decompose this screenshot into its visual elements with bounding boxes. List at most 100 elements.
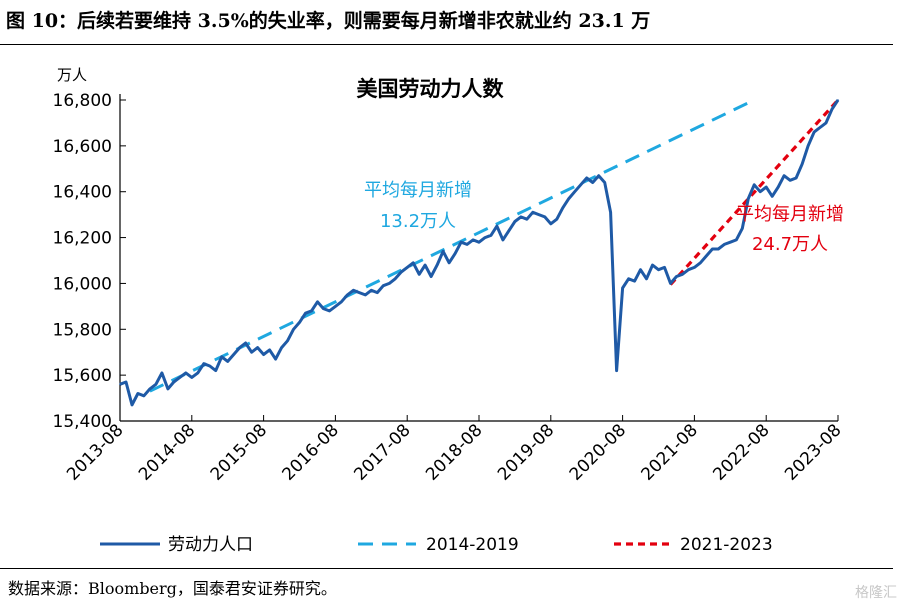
data-point: [825, 122, 827, 124]
data-point: [609, 211, 612, 214]
data-point: [197, 372, 199, 374]
data-point: [568, 197, 570, 200]
data-point: [741, 227, 744, 230]
data-point: [801, 163, 803, 165]
data-point: [424, 264, 426, 266]
series-line-labor-force: [119, 99, 840, 407]
data-point: [448, 262, 450, 264]
data-point: [699, 262, 702, 264]
data-point: [502, 239, 504, 241]
y-tick-label: 15,400: [53, 412, 112, 432]
data-point: [819, 126, 821, 129]
data-point: [771, 195, 773, 198]
series-line-2014-2019: [149, 98, 755, 393]
data-point: [603, 181, 606, 184]
data-point: [394, 278, 397, 280]
data-point: [627, 278, 630, 280]
figure-title: 图 10：后续若要维持 3.5%的失业率，则需要每月新增非农就业约 23.1 万: [6, 10, 651, 32]
chart-title: 美国劳动力人数: [357, 77, 505, 101]
data-point: [831, 108, 833, 110]
annotation-label: 24.7万人: [752, 234, 828, 255]
data-point: [352, 289, 355, 292]
data-point: [663, 266, 666, 269]
data-point: [328, 310, 331, 312]
data-point: [316, 301, 319, 303]
data-point: [639, 268, 642, 271]
data-point: [298, 321, 301, 324]
y-tick-label: 16,000: [53, 274, 112, 294]
data-point: [591, 181, 594, 184]
top-rule: [0, 44, 893, 45]
data-point: [615, 369, 618, 372]
x-tick-label: 2017-08: [350, 420, 414, 484]
data-point: [562, 207, 564, 209]
legend-label: 2014-2019: [426, 535, 519, 555]
data-point: [753, 184, 755, 186]
legend-label: 劳动力人口: [168, 535, 253, 555]
data-point: [729, 241, 732, 243]
data-point: [735, 239, 738, 241]
data-point: [304, 312, 307, 315]
data-point: [795, 177, 797, 179]
data-point: [777, 186, 779, 188]
data-point: [125, 381, 127, 383]
y-tick-label: 15,600: [53, 366, 112, 386]
x-tick-label: 2022-08: [709, 420, 773, 484]
annotation-label: 13.2万人: [380, 211, 456, 232]
data-point: [191, 376, 193, 379]
data-point: [472, 239, 474, 241]
data-point: [723, 243, 726, 246]
data-point: [418, 273, 421, 276]
data-point: [765, 186, 767, 188]
data-point: [238, 346, 241, 349]
data-point: [143, 395, 145, 397]
data-point: [597, 174, 600, 177]
data-point: [717, 248, 720, 250]
data-point: [388, 282, 391, 285]
data-point: [232, 353, 235, 356]
data-point: [675, 275, 678, 278]
data-point: [292, 328, 295, 331]
data-point: [526, 218, 528, 220]
x-tick-label: 2016-08: [279, 420, 343, 484]
data-point: [334, 305, 337, 308]
data-point: [579, 184, 582, 186]
data-point: [645, 278, 648, 280]
watermark-logo: 格隆汇: [855, 585, 897, 601]
data-point: [131, 404, 133, 406]
x-tick-label: 2014-08: [135, 420, 199, 484]
data-point: [783, 174, 785, 177]
data-point: [484, 236, 486, 239]
data-point: [412, 262, 415, 264]
annotation-label: 平均每月新增: [364, 180, 472, 201]
data-point: [286, 340, 289, 342]
legend-label: 2021-2023: [680, 535, 773, 555]
data-point: [633, 280, 636, 282]
data-point: [376, 291, 379, 294]
data-point: [226, 360, 229, 363]
data-point: [807, 145, 809, 147]
data-point: [155, 383, 157, 386]
data-point: [705, 255, 708, 257]
data-point: [651, 264, 654, 266]
data-point: [179, 376, 181, 379]
data-point: [250, 351, 253, 354]
y-tick-label: 16,200: [53, 229, 112, 249]
data-point: [556, 218, 558, 220]
data-point: [490, 234, 492, 237]
data-point: [573, 190, 576, 193]
data-point: [382, 284, 385, 287]
data-point: [149, 388, 151, 390]
data-point: [813, 131, 815, 133]
data-point: [268, 349, 271, 351]
data-point: [322, 307, 325, 310]
data-point: [173, 381, 175, 383]
data-point: [837, 99, 839, 101]
data-point: [214, 369, 217, 372]
data-point: [538, 213, 540, 216]
y-tick-label: 16,800: [53, 91, 112, 111]
data-point: [466, 243, 468, 246]
data-point: [256, 346, 259, 349]
data-point: [550, 223, 552, 225]
